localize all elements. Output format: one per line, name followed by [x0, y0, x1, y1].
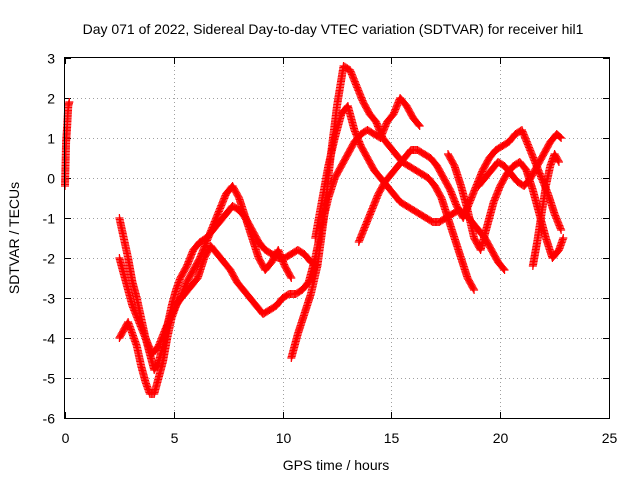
axis-tick-labels: 0 5 10 15 20 25 -6 -5 -4 -3 -2 -1 0 1 2 3	[43, 51, 618, 447]
x-tick-label: 15	[384, 430, 400, 446]
x-tick-label: 20	[493, 430, 509, 446]
x-tick-label: 25	[602, 430, 618, 446]
data-point	[286, 272, 295, 281]
y-tick-label: -3	[43, 291, 56, 307]
y-tick-label: -2	[43, 251, 56, 267]
data-point	[469, 284, 478, 293]
data-point	[557, 226, 566, 234]
y-tick-label: 2	[47, 91, 55, 107]
series-arc-c	[115, 182, 296, 398]
x-axis-label: GPS time / hours	[283, 457, 390, 473]
y-tick-label: -4	[43, 331, 56, 347]
data-point	[470, 286, 479, 294]
data-point	[554, 158, 563, 166]
plot-frame	[64, 57, 610, 419]
y-axis-label: SDTVAR / TECUs	[6, 182, 22, 294]
data-point	[287, 274, 296, 282]
x-tick-label: 10	[276, 430, 292, 446]
series-arc-e	[287, 62, 479, 362]
data-point	[414, 120, 423, 129]
series-arc-j	[528, 150, 563, 270]
data-point	[557, 134, 566, 142]
data-point	[556, 133, 565, 141]
y-tick-label: -6	[43, 411, 56, 427]
data-point	[65, 98, 74, 106]
data-marks	[61, 62, 568, 398]
data-point	[499, 264, 508, 273]
y-tick-label: 1	[47, 131, 55, 147]
y-tick-label: -1	[43, 211, 56, 227]
series-arc-f	[311, 102, 509, 274]
chart-title: Day 071 of 2022, Sidereal Day-to-day VTE…	[83, 21, 584, 37]
x-tick-label: 5	[171, 430, 179, 446]
data-point	[415, 122, 424, 130]
series-arc-a	[61, 98, 74, 190]
x-tick-label: 0	[62, 430, 70, 446]
y-tick-label: -5	[43, 371, 56, 387]
series-arc-i	[474, 130, 566, 190]
y-tick-label: 3	[47, 51, 55, 67]
y-tick-label: 0	[47, 171, 55, 187]
series-arc-h	[443, 150, 568, 262]
data-point	[559, 234, 568, 242]
data-point	[500, 266, 509, 274]
data-point	[554, 156, 563, 165]
